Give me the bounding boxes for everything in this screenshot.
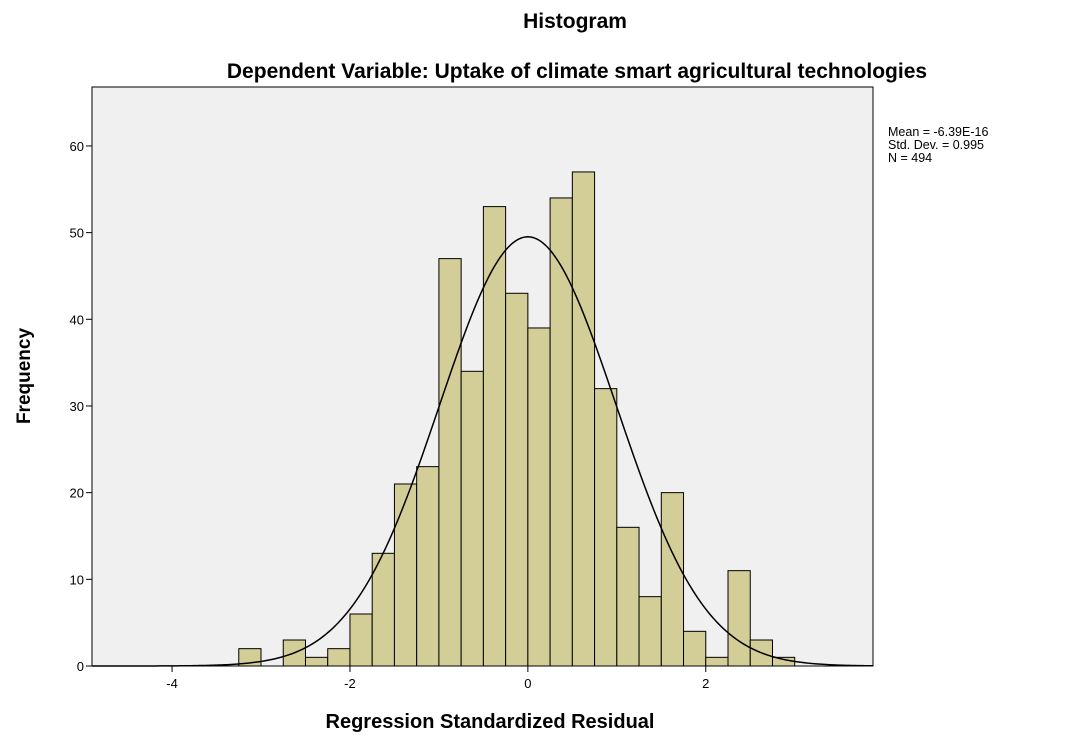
y-tick-label: 60 [70, 139, 84, 154]
bar [638, 596, 662, 667]
y-tick-label: 20 [70, 486, 84, 501]
y-tick-label: 30 [70, 399, 84, 414]
x-axis-label: Regression Standardized Residual [326, 711, 655, 733]
stats-label: N = 494 [888, 151, 932, 165]
bar [727, 570, 751, 667]
bar [438, 258, 462, 667]
chart-title: Histogram [523, 10, 627, 33]
y-tick-label: 50 [70, 226, 84, 241]
bar [393, 483, 418, 667]
normal-curve [92, 236, 874, 667]
bar [349, 613, 373, 667]
y-axis-label: Frequency [14, 328, 35, 425]
x-tick-label: 0 [524, 676, 531, 691]
bar [683, 630, 707, 667]
x-tick-label: -2 [344, 676, 356, 691]
bar [571, 171, 596, 667]
bar [616, 526, 640, 667]
bar [416, 466, 440, 667]
bar [594, 388, 618, 667]
x-tick-label: 2 [702, 676, 709, 691]
bar [505, 292, 529, 667]
y-tick-label: 40 [70, 312, 84, 327]
bar [327, 648, 351, 667]
bar [705, 656, 729, 667]
bar [527, 327, 551, 667]
stats-label: Std. Dev. = 0.995 [888, 138, 984, 152]
bar [460, 370, 484, 667]
y-tick-label: 10 [70, 572, 84, 587]
bar [660, 492, 685, 667]
chart-subtitle: Dependent Variable: Uptake of climate sm… [227, 60, 927, 83]
bar [549, 197, 573, 667]
x-tick-label: -4 [166, 676, 178, 691]
stats-label: Mean = -6.39E-16 [888, 125, 988, 139]
bar [371, 552, 395, 667]
y-tick-label: 0 [77, 659, 84, 674]
bar [304, 656, 329, 667]
bar [482, 206, 507, 667]
